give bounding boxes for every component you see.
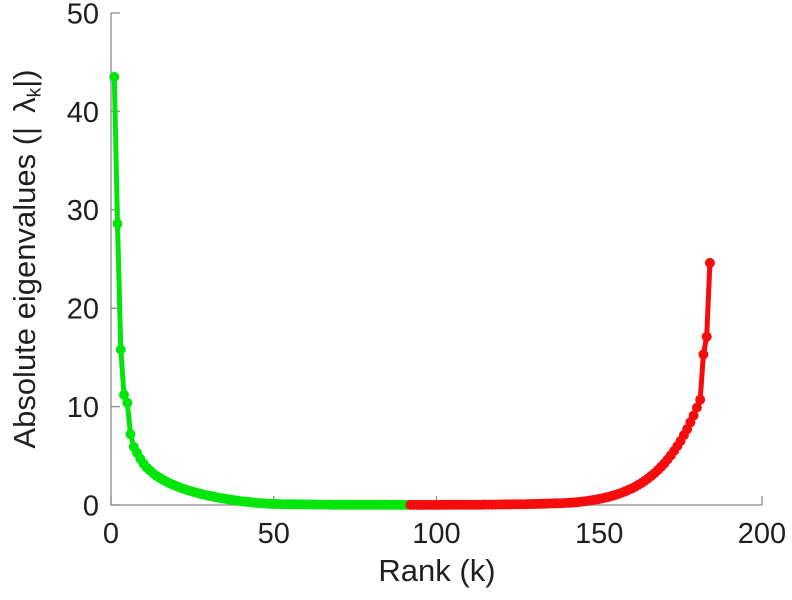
trailing-eigenvalues-marker: [691, 402, 702, 413]
y-tick-label: 20: [67, 294, 99, 326]
lambda-symbol: λ: [7, 97, 42, 113]
x-tick-label: 0: [103, 518, 119, 550]
y-tick-label: 0: [83, 490, 99, 522]
y-axis-label-text: Absolute eigenvalues (|: [7, 126, 42, 449]
axes: [110, 12, 763, 506]
tick-labels: 0 10 20 30 40 50 0 50 100 150 200: [67, 0, 786, 550]
y-tick-label: 10: [67, 392, 99, 424]
leading-eigenvalues-marker: [119, 389, 129, 400]
leading-eigenvalues-marker: [112, 218, 123, 229]
leading-eigenvalues-line: [111, 74, 410, 508]
leading-eigenvalues-marker: [125, 429, 136, 440]
x-axis-label: Rank (k): [378, 553, 496, 588]
trailing-eigenvalues-marker: [695, 394, 706, 405]
trailing-eigenvalues-marker: [701, 331, 712, 342]
y-tick-label: 40: [67, 97, 99, 129]
lambda-subscript: k: [24, 87, 46, 98]
leading-eigenvalues-marker: [115, 344, 126, 355]
x-tick-label: 200: [738, 518, 786, 550]
trailing-eigenvalues-marker: [688, 410, 699, 421]
leading-eigenvalues-marker: [109, 72, 120, 82]
data-series: [109, 72, 715, 510]
y-tick-label: 30: [67, 195, 99, 227]
x-tick-label: 100: [412, 518, 460, 550]
y-tick-label: 50: [67, 0, 99, 30]
trailing-eigenvalues-marker: [698, 349, 709, 360]
y-axis-label-suffix: |): [7, 69, 42, 88]
axis-lines: [110, 13, 762, 506]
trailing-eigenvalues-marker: [704, 257, 715, 268]
x-tick-label: 50: [258, 518, 290, 550]
x-tick-label: 150: [575, 518, 623, 550]
leading-eigenvalues-marker: [122, 397, 133, 408]
